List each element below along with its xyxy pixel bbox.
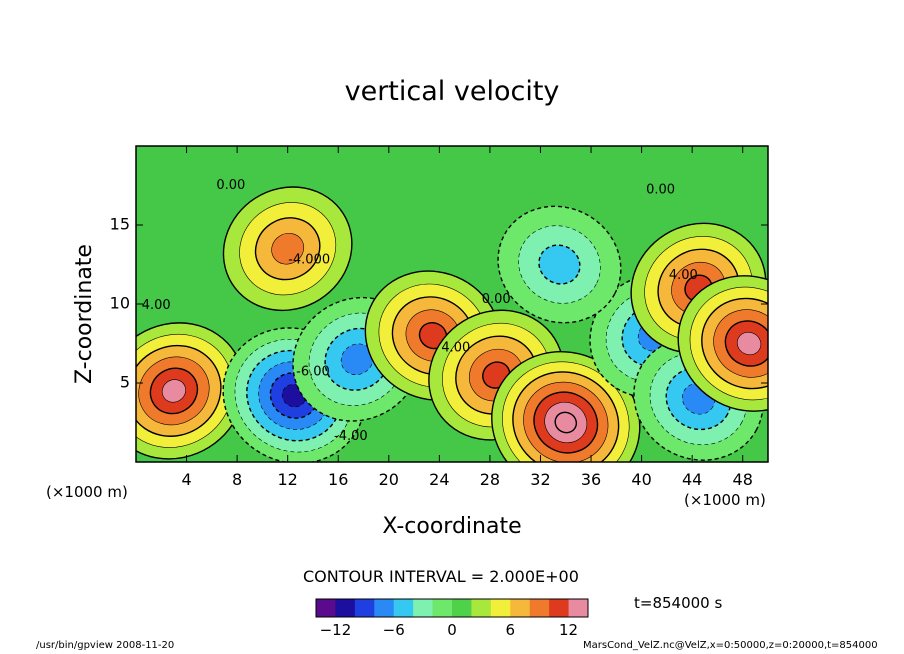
colorbar-ticks: −12 −6 0 6 12	[320, 621, 579, 639]
colorbar-tick-label: −12	[320, 621, 352, 639]
y-axis: 5 10 15	[110, 215, 768, 392]
colorbar-cells	[316, 599, 589, 617]
y-axis-label: Z-coordinate	[72, 244, 97, 384]
contour-level	[161, 379, 186, 403]
y-tick-label: 10	[110, 294, 130, 313]
y-tick-label: 5	[120, 373, 130, 392]
colorbar-cell	[374, 599, 385, 617]
velocity-field	[136, 186, 768, 462]
colorbar-cell	[335, 599, 346, 617]
x-axis-unit-right: (×1000 m)	[684, 491, 766, 509]
colorbar-cell	[490, 599, 501, 617]
colorbar-cell	[549, 599, 560, 617]
plot-area: 0.00 0.00 0.00 4.00 4.00 4.00 -4.00 -6.00 -4.000…	[110, 145, 769, 489]
colorbar-cell	[452, 599, 463, 617]
x-axis-label: X-coordinate	[382, 514, 522, 539]
contour-label: 4.00	[669, 268, 698, 283]
colorbar-cell	[558, 599, 569, 617]
contour-label: 0.00	[216, 178, 245, 193]
colorbar-cell	[568, 599, 579, 617]
footer-source: MarsCond_VelZ.nc@VelZ,x=0:50000,z=0:2000…	[583, 640, 878, 651]
x-tick-label: 12	[278, 470, 298, 489]
colorbar-cell	[481, 599, 492, 617]
x-tick-label: 24	[429, 470, 449, 489]
colorbar-cell	[529, 599, 540, 617]
colorbar-cell	[461, 599, 472, 617]
colorbar-tick-label: 0	[447, 621, 457, 639]
velocity-cell	[364, 270, 502, 401]
colorbar-cell	[500, 599, 511, 617]
contour-label: 0.00	[482, 292, 511, 307]
x-tick-label: 20	[379, 470, 399, 489]
colorbar-frame	[315, 598, 589, 618]
colorbar-cell	[422, 599, 433, 617]
contour-labels: 0.00 0.00 0.00 4.00 4.00 4.00 -4.00 -6.00 -4.000	[142, 178, 698, 444]
colorbar-cell	[432, 599, 443, 617]
colorbar-cell	[384, 599, 395, 617]
velocity-cell	[497, 205, 622, 324]
time-label: t=854000 s	[634, 594, 723, 612]
x-tick-label: 36	[581, 470, 601, 489]
velocity-cell	[222, 327, 366, 462]
colorbar-cell	[578, 599, 589, 617]
x-tick-label: 16	[328, 470, 348, 489]
contour-level	[538, 244, 581, 285]
x-tick-label: 48	[733, 470, 753, 489]
colorbar-cell	[442, 599, 453, 617]
contour-label: 4.00	[142, 298, 171, 313]
velocity-cell	[222, 186, 353, 312]
x-tick-label: 4	[181, 470, 191, 489]
colorbar-tick-label: −6	[383, 621, 405, 639]
velocity-cell	[136, 322, 246, 460]
contour-level	[736, 331, 762, 356]
colorbar-cell	[354, 599, 365, 617]
colorbar-tick-label: 12	[559, 621, 578, 639]
x-tick-label: 44	[682, 470, 702, 489]
contour-label: 0.00	[646, 183, 675, 198]
x-tick-label: 28	[480, 470, 500, 489]
contour-label: -4.00	[334, 429, 368, 444]
colorbar: −12 −6 0 6 12	[315, 598, 589, 639]
contour-interval-label: CONTOUR INTERVAL = 2.000E+00	[303, 567, 579, 586]
footer-command: /usr/bin/gpview 2008-11-20	[36, 640, 175, 651]
colorbar-cell	[510, 599, 521, 617]
x-tick-label: 8	[232, 470, 242, 489]
colorbar-cell	[364, 599, 375, 617]
colorbar-cell	[471, 599, 482, 617]
colorbar-cell	[520, 599, 531, 617]
colorbar-cell	[325, 599, 336, 617]
velocity-cell	[491, 350, 641, 462]
colorbar-cell	[345, 599, 356, 617]
colorbar-cell	[413, 599, 424, 617]
velocity-cell	[677, 275, 768, 412]
contour-label: -6.00	[296, 364, 330, 379]
colorbar-cell	[403, 599, 414, 617]
x-axis-unit-left: (×1000 m)	[46, 483, 128, 501]
x-tick-label: 40	[631, 470, 651, 489]
contour-level	[554, 411, 578, 434]
x-tick-label: 32	[530, 470, 550, 489]
colorbar-cell	[393, 599, 404, 617]
contour-label: -4.000	[288, 252, 330, 267]
x-axis: 4 8 12 16 20 24 28 32 36 40 44 48	[181, 146, 753, 489]
contour-label: 4.00	[441, 341, 470, 356]
colorbar-cell	[539, 599, 550, 617]
contour-level	[271, 232, 305, 265]
colorbar-cell	[316, 599, 327, 617]
colorbar-tick-label: 6	[506, 621, 516, 639]
chart-title: vertical velocity	[344, 76, 560, 107]
y-tick-label: 15	[110, 215, 130, 234]
